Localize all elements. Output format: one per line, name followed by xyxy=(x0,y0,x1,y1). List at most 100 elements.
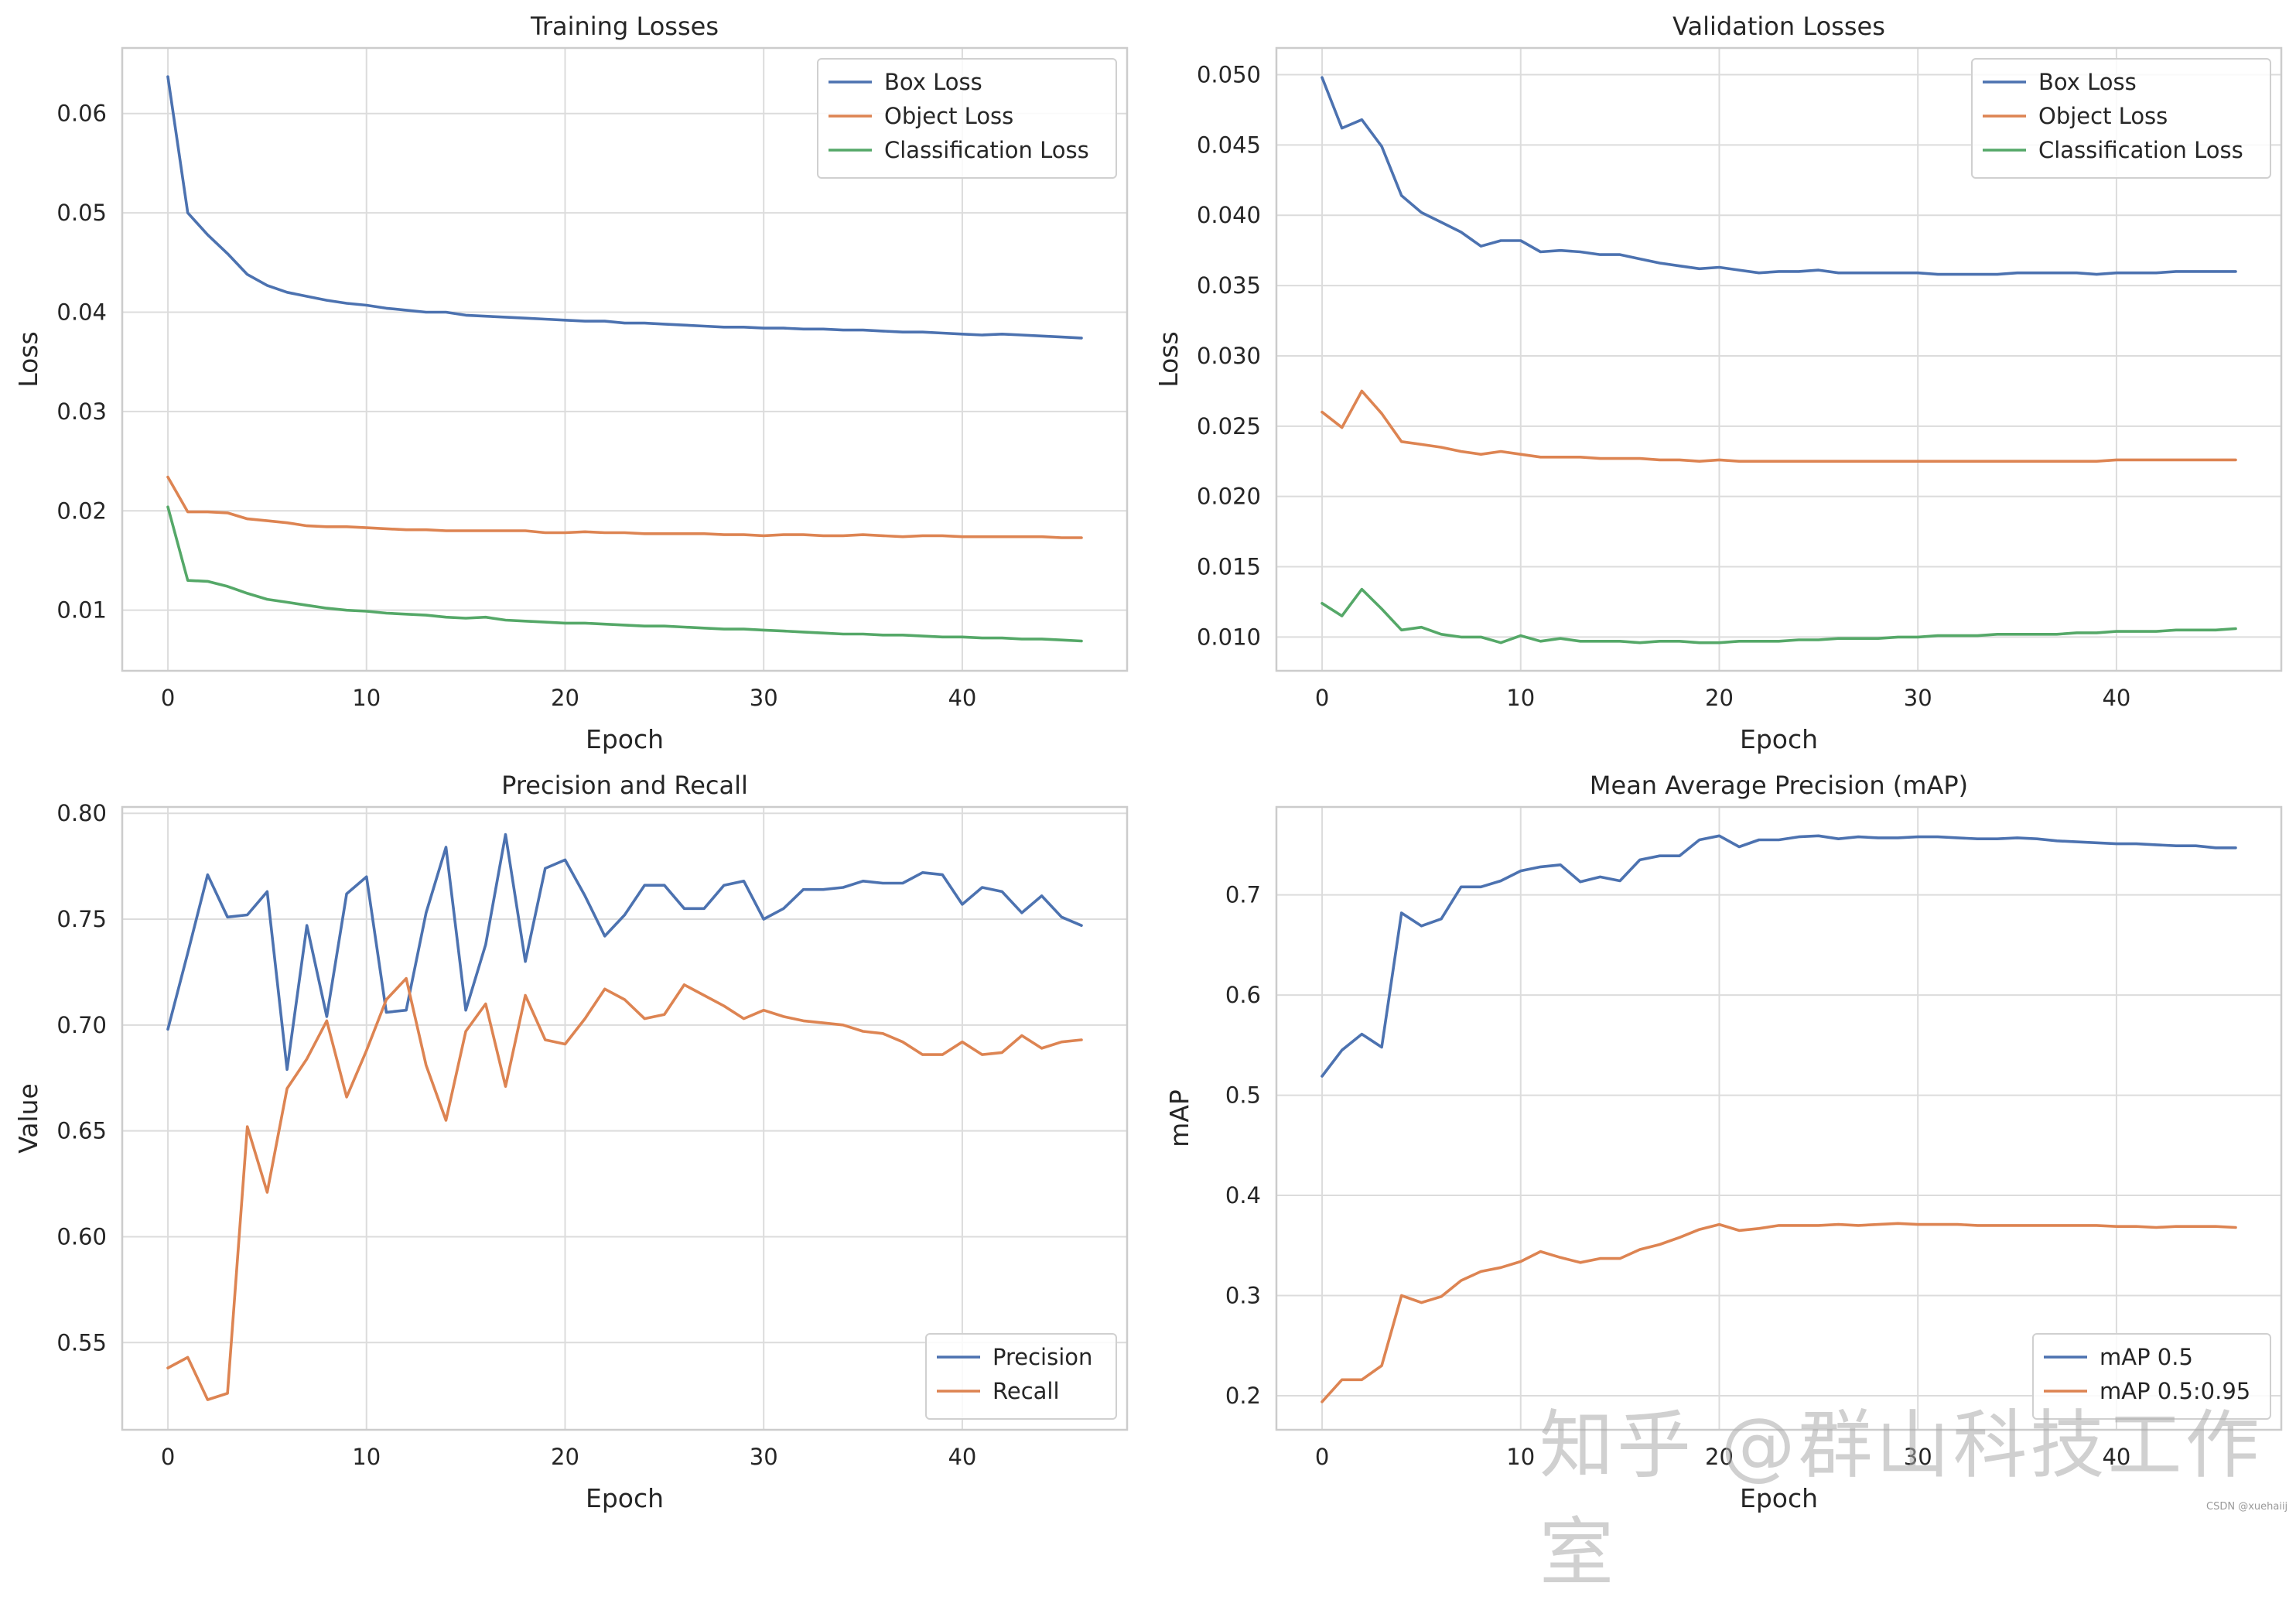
series-line-map-0-5-0-95 xyxy=(1321,1222,2237,1403)
y-axis-label: Value xyxy=(13,1083,43,1154)
y-tick-label: 0.015 xyxy=(1197,554,1261,580)
y-axis-label: Loss xyxy=(1153,331,1184,387)
series-line-map-0-5 xyxy=(1321,834,2237,1078)
x-tick-label: 40 xyxy=(948,1444,976,1470)
axes-frame xyxy=(121,46,1129,672)
y-tick-label: 0.02 xyxy=(56,497,107,524)
x-tick-label: 30 xyxy=(750,685,778,711)
y-tick-label: 0.06 xyxy=(56,101,107,127)
x-tick-label: 10 xyxy=(352,1444,381,1470)
chart-title: Training Losses xyxy=(530,12,719,41)
panel-map: 0 10 20 30 40 0.2 0.3 0.4 0.5 0.6 0.7 Mean Average … xyxy=(1164,771,2283,1513)
y-tick-label: 0.045 xyxy=(1197,132,1261,158)
x-tick-label: 0 xyxy=(161,1444,175,1470)
chart-title: Validation Losses xyxy=(1672,12,1885,41)
x-axis-label: Epoch xyxy=(1740,1483,1818,1513)
y-tick-label: 0.01 xyxy=(56,597,107,624)
watermark-zhihu: 知乎 @群山科技工作室 xyxy=(1539,1402,2263,1596)
y-tick-label: 0.65 xyxy=(56,1118,107,1144)
series-line-object-loss xyxy=(1321,389,2237,463)
y-tick-label: 0.035 xyxy=(1197,272,1261,299)
y-tick-label: 0.7 xyxy=(1225,882,1261,908)
legend: mAP 0.5 mAP 0.5:0.95 xyxy=(2032,1333,2271,1420)
legend-box xyxy=(925,1333,1117,1420)
y-tick-label: 0.80 xyxy=(56,800,107,826)
y-tick-label: 0.75 xyxy=(56,906,107,932)
x-tick-label: 30 xyxy=(1904,1444,1932,1470)
x-tick-label: 20 xyxy=(1705,685,1734,711)
legend-label-box-loss: Box Loss xyxy=(884,69,982,95)
chart-title: Mean Average Precision (mAP) xyxy=(1590,771,1968,800)
legend-box xyxy=(1971,58,2271,179)
x-tick-label: 40 xyxy=(2102,685,2130,711)
y-axis-label: Loss xyxy=(13,331,43,387)
axes-frame xyxy=(1275,805,2283,1431)
y-tick-label: 0.60 xyxy=(56,1223,107,1250)
x-tick-label: 0 xyxy=(1315,685,1329,711)
x-tick-label: 30 xyxy=(750,1444,778,1470)
series-line-object-loss xyxy=(166,475,1083,539)
x-axis-label: Epoch xyxy=(586,724,664,754)
legend: Precision Recall xyxy=(925,1333,1117,1420)
x-axis-label: Epoch xyxy=(1740,724,1818,754)
x-tick-label: 20 xyxy=(551,685,579,711)
series-line-classification-loss xyxy=(1321,587,2237,644)
y-tick-label: 0.6 xyxy=(1225,982,1261,1008)
y-tick-label: 0.4 xyxy=(1225,1182,1261,1209)
x-tick-label: 10 xyxy=(352,685,381,711)
chart-title: Precision and Recall xyxy=(501,771,748,800)
legend: Box Loss Object Loss Classification Loss xyxy=(1971,58,2271,179)
watermark-csdn: CSDN @xuehaiij xyxy=(2206,1501,2288,1513)
y-tick-label: 0.55 xyxy=(56,1329,107,1356)
x-axis-label: Epoch xyxy=(586,1483,664,1513)
panel-training-losses: 0 10 20 30 40 0.01 0.02 0.03 0.04 0.05 0.06 Trainin… xyxy=(13,12,1129,754)
x-tick-label: 30 xyxy=(1904,685,1932,711)
y-tick-label: 0.2 xyxy=(1225,1383,1261,1409)
x-tick-label: 10 xyxy=(1506,685,1535,711)
y-tick-label: 0.04 xyxy=(56,299,107,326)
y-tick-label: 0.030 xyxy=(1197,343,1261,369)
legend-label-box-loss: Box Loss xyxy=(2038,69,2137,95)
legend-label-classification-loss: Classification Loss xyxy=(884,137,1089,163)
x-tick-label: 0 xyxy=(161,685,175,711)
series-line-box-loss xyxy=(166,75,1083,340)
legend-label-object-loss: Object Loss xyxy=(884,103,1013,129)
x-tick-label: 10 xyxy=(1506,1444,1535,1470)
x-tick-label: 40 xyxy=(948,685,976,711)
plot-area xyxy=(1276,807,2281,1430)
series-line-box-loss xyxy=(1321,76,2237,276)
y-axis-label: mAP xyxy=(1164,1089,1194,1147)
y-tick-label: 0.050 xyxy=(1197,62,1261,88)
legend: Box Loss Object Loss Classification Loss xyxy=(817,58,1117,179)
legend-label-precision: Precision xyxy=(993,1344,1092,1370)
y-tick-label: 0.70 xyxy=(56,1012,107,1038)
plot-area xyxy=(122,807,1127,1430)
x-tick-label: 20 xyxy=(551,1444,579,1470)
legend-label-map-0-5: mAP 0.5 xyxy=(2100,1344,2193,1370)
series-line-classification-loss xyxy=(166,505,1083,643)
legend-label-map-0-5-0-95: mAP 0.5:0.95 xyxy=(2100,1378,2250,1404)
y-tick-label: 0.3 xyxy=(1225,1283,1261,1309)
axes-frame xyxy=(121,805,1129,1431)
y-tick-label: 0.03 xyxy=(56,398,107,425)
series-line-recall xyxy=(166,976,1083,1401)
series-line-precision xyxy=(166,832,1083,1072)
x-tick-label: 20 xyxy=(1705,1444,1734,1470)
y-tick-label: 0.05 xyxy=(56,200,107,226)
y-tick-label: 0.025 xyxy=(1197,413,1261,439)
panel-validation-losses: 0 10 20 30 40 0.010 0.015 0.020 0.025 0.030 0.035 0… xyxy=(1153,12,2283,754)
panel-precision-recall: 0 10 20 30 40 0.55 0.60 0.65 0.70 0.75 0.80 Precisi… xyxy=(13,771,1129,1513)
legend-box xyxy=(2032,1333,2271,1420)
y-tick-label: 0.010 xyxy=(1197,624,1261,650)
axes-frame xyxy=(1275,46,2283,672)
legend-box xyxy=(817,58,1117,179)
x-tick-label: 0 xyxy=(1315,1444,1329,1470)
legend-label-object-loss: Object Loss xyxy=(2038,103,2168,129)
legend-label-classification-loss: Classification Loss xyxy=(2038,137,2243,163)
x-tick-label: 40 xyxy=(2102,1444,2130,1470)
figure: 0 10 20 30 40 0.01 0.02 0.03 0.04 0.05 0.06 Trainin… xyxy=(13,12,2283,1513)
y-tick-label: 0.040 xyxy=(1197,202,1261,228)
y-tick-label: 0.5 xyxy=(1225,1082,1261,1109)
y-tick-label: 0.020 xyxy=(1197,484,1261,510)
legend-label-recall: Recall xyxy=(993,1378,1060,1404)
